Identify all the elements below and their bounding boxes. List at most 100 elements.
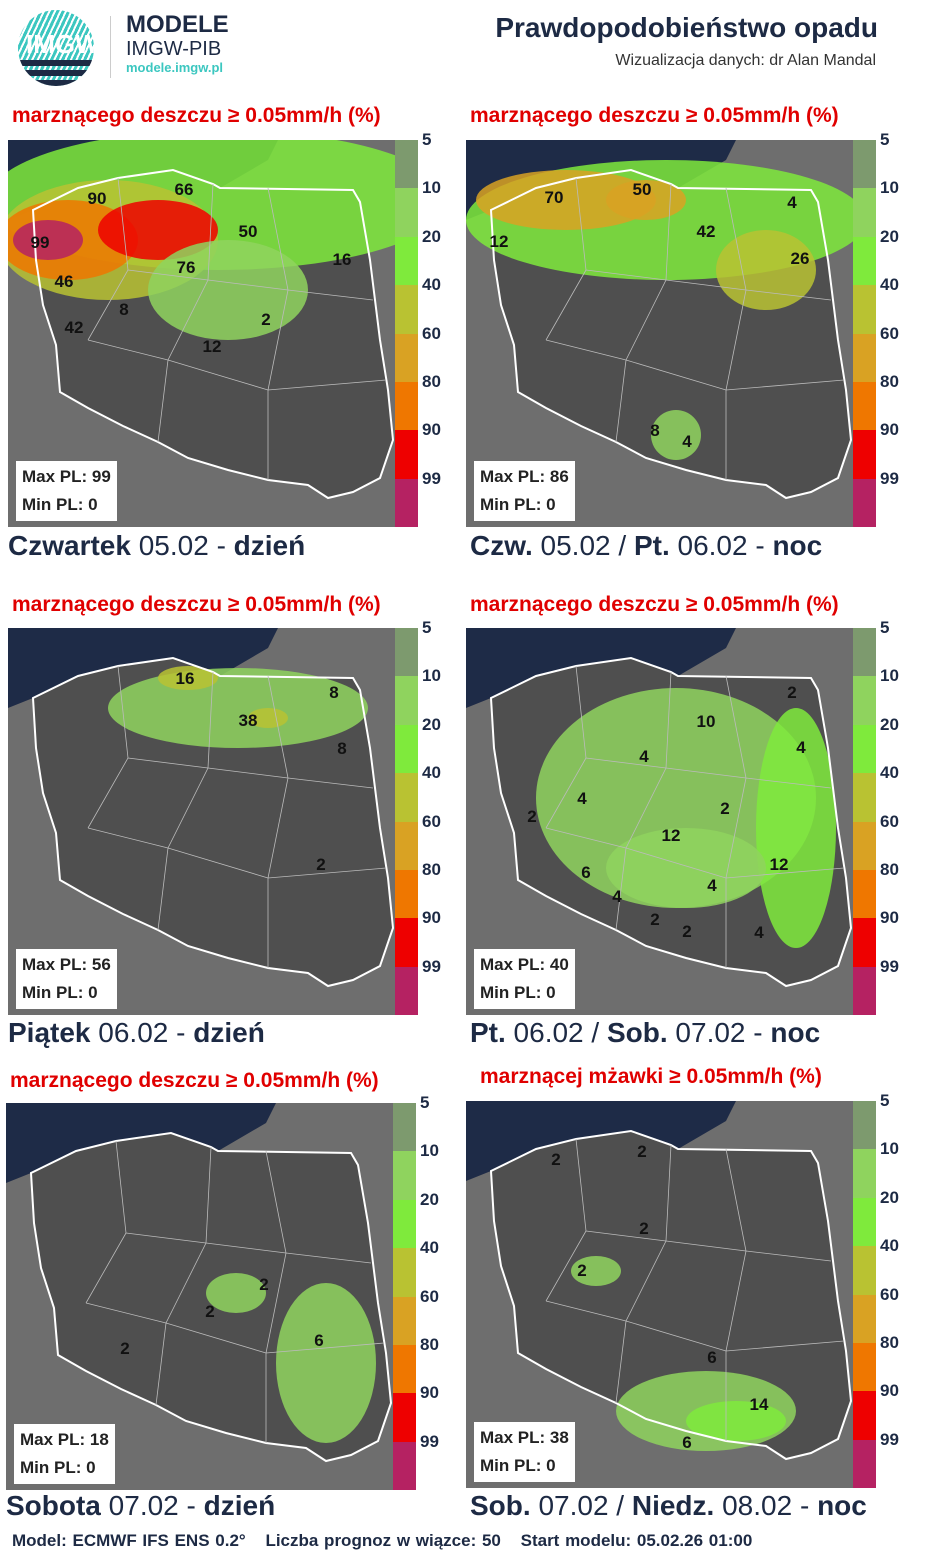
legend-swatch [853, 1149, 876, 1198]
legend-swatch [393, 1103, 416, 1152]
legend-label: 40 [422, 763, 441, 783]
value-label: 4 [682, 432, 692, 451]
legend-label: 20 [880, 714, 899, 734]
panel-title: marznącego deszczu ≥ 0.05mm/h (%) [12, 593, 381, 616]
value-label: 12 [770, 855, 789, 874]
legend-label: 10 [880, 666, 899, 686]
min-value: Min PL: 0 [480, 983, 556, 1002]
precip-area [158, 666, 218, 690]
legend-label: 90 [420, 1383, 439, 1403]
precip-area [651, 410, 701, 460]
value-label: 38 [239, 711, 258, 730]
legend-swatch [395, 285, 418, 334]
legend-swatch [853, 285, 876, 334]
brand-line1: MODELE [126, 11, 229, 38]
footer: Model: ECMWF IFS ENS 0.2° Liczba prognoz… [12, 1531, 766, 1551]
forecast-map: 90 66 99 50 76 16 46 8 42 2 12 Max PL: 99 Min PL: … [0, 130, 448, 527]
stats-box: Max PL: 86 Min PL: 0 [474, 461, 575, 521]
legend-swatch [853, 478, 876, 527]
precip-area [108, 668, 368, 748]
panel-title: marznącego deszczu ≥ 0.05mm/h (%) [10, 1069, 379, 1092]
brand: MODELE IMGW-PIB modele.imgw.pl [126, 11, 229, 76]
value-label: 2 [577, 1261, 586, 1280]
brand-url[interactable]: modele.imgw.pl [126, 60, 224, 75]
sea [8, 628, 278, 708]
value-label: 4 [707, 876, 717, 895]
precip-area [476, 170, 656, 230]
legend-swatch [393, 1151, 416, 1200]
value-label: 46 [55, 272, 74, 291]
date-2: 07.02 - [667, 1017, 771, 1048]
legend-swatch [853, 773, 876, 822]
imgw-logo: IMGW [18, 10, 94, 86]
legend-swatch [853, 1101, 876, 1150]
value-label: 42 [697, 222, 716, 241]
max-value: Max PL: 18 [20, 1430, 109, 1449]
color-legend [853, 140, 876, 527]
legend-swatch [853, 333, 876, 382]
voivodeship-borders [87, 665, 387, 968]
legend-label: 20 [880, 1187, 899, 1207]
color-legend [395, 628, 418, 1015]
value-label: 2 [650, 910, 659, 929]
footer-model: Model: ECMWF IFS ENS 0.2° [12, 1531, 246, 1550]
day-name-2: Niedz. [631, 1490, 715, 1521]
day-name-2: Pt. [633, 530, 670, 561]
legend-label: 90 [880, 908, 899, 928]
legend-label: 60 [880, 323, 899, 343]
page-title: Prawdopodobieństwo opadu [495, 12, 878, 43]
value-label: 76 [177, 258, 196, 277]
panel-date: Piątek 06.02 - dzień [8, 1017, 265, 1049]
min-value: Min PL: 0 [480, 1456, 556, 1475]
legend-swatch [853, 381, 876, 431]
max-value: Max PL: 38 [480, 1428, 569, 1447]
logo-text: IMGW [26, 29, 94, 59]
legend-label: 5 [880, 130, 890, 149]
poland-border [29, 1131, 393, 1463]
value-label: 12 [203, 337, 222, 356]
value-label: 8 [329, 683, 338, 702]
legend-label: 5 [880, 618, 890, 637]
panel-date: Sob. 07.02 / Niedz. 08.02 - noc [470, 1490, 867, 1522]
value-label: 14 [750, 1395, 769, 1414]
legend-label: 10 [422, 178, 441, 198]
color-legend [395, 140, 418, 527]
value-label: 4 [577, 789, 587, 808]
legend-swatch [395, 821, 418, 870]
legend-label: 20 [422, 226, 441, 246]
value-label: 26 [791, 249, 810, 268]
legend-swatch [393, 1199, 416, 1249]
color-legend [853, 1101, 876, 1488]
precip-area [248, 708, 288, 728]
map-svg: 2 2 2 2 6 14 6 [466, 1101, 853, 1461]
date: 05.02 / [532, 530, 634, 561]
day-name: Pt. [470, 1017, 506, 1048]
max-value: Max PL: 86 [480, 467, 569, 486]
legend-label: 80 [880, 860, 899, 879]
legend-swatch [395, 236, 418, 286]
precip-area [716, 230, 816, 310]
legend-label: 10 [420, 1141, 439, 1161]
legend-swatch [395, 676, 418, 725]
value-label: 4 [639, 747, 649, 766]
poland-border [489, 656, 853, 988]
value-label: 16 [333, 250, 352, 269]
panel-date: Pt. 06.02 / Sob. 07.02 - noc [470, 1017, 820, 1049]
footer-members: Liczba prognoz w wiązce: 50 [265, 1531, 501, 1550]
legend-label: 5 [422, 130, 432, 149]
legend-label: 10 [880, 178, 899, 198]
day-name-2: Sob. [606, 1017, 668, 1048]
legend-label: 40 [880, 275, 899, 295]
value-label: 6 [314, 1331, 323, 1350]
value-label: 2 [682, 922, 691, 941]
legend-label: 90 [880, 420, 899, 440]
precip-area [571, 1256, 621, 1286]
value-label: 12 [490, 232, 509, 251]
day-name: Czw. [470, 530, 533, 561]
page-subtitle: Wizualizacja danych: dr Alan Mandal [615, 52, 876, 69]
legend-label: 90 [422, 908, 441, 928]
legend-label: 40 [880, 1236, 899, 1256]
legend-swatch [853, 236, 876, 286]
date: 06.02 / [505, 1017, 607, 1048]
value-label: 4 [787, 193, 797, 212]
